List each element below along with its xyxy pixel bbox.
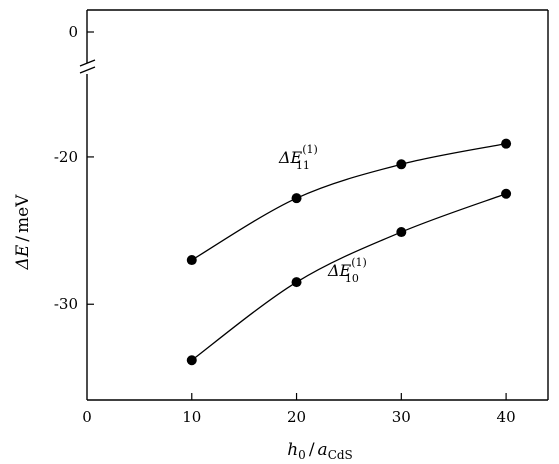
data-point-series-1 [292,277,302,287]
data-point-series-1 [187,355,197,365]
series-label-delta-e11-sub: 11 [296,159,310,172]
series-label-delta-e11: ΔE(1) 11 [278,143,318,172]
series-curves [192,144,506,361]
x-tick-label: 40 [497,408,516,426]
y-tick-label: -30 [54,295,78,313]
x-tick-label: 0 [82,408,92,426]
data-point-series-0 [501,139,511,149]
x-axis-title: h0/aCdS [287,440,353,462]
series-line-0 [192,144,506,260]
x-tick-label: 10 [182,408,201,426]
axes [80,10,548,400]
x-tick-label: 20 [287,408,306,426]
data-point-series-0 [396,159,406,169]
data-point-series-0 [187,255,197,265]
data-point-series-1 [396,227,406,237]
data-point-series-0 [292,193,302,203]
series-label-delta-e10-sup: (1) [351,256,367,269]
x-tick-label: 30 [392,408,411,426]
series-label-delta-e10: ΔE(1) 10 [327,256,367,285]
y-axis-title: ΔE/meV [13,194,33,271]
ticks: 0 10 20 30 40 0 -20 -30 [54,23,516,426]
data-point-series-1 [501,189,511,199]
data-points [187,139,511,366]
y-tick-label: -20 [54,148,78,166]
axis-break-mark-lower [80,67,95,73]
series-label-delta-e11-sup: (1) [302,143,318,156]
y-tick-label: 0 [68,23,78,41]
series-label-delta-e10-sub: 10 [345,272,359,285]
